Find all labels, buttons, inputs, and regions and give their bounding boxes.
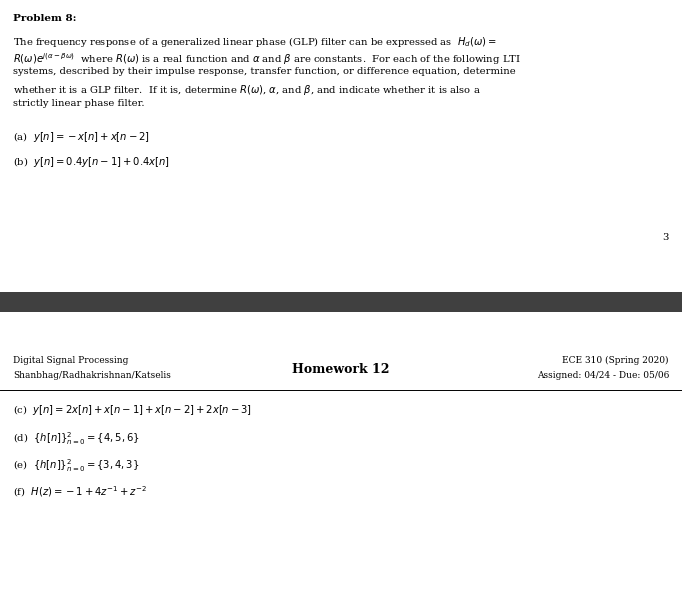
Text: Homework 12: Homework 12 — [293, 363, 389, 376]
Text: (d)  $\{h[n]\}_{n=0}^{2} = \{4, 5, 6\}$: (d) $\{h[n]\}_{n=0}^{2} = \{4, 5, 6\}$ — [13, 430, 140, 447]
Text: Digital Signal Processing: Digital Signal Processing — [13, 356, 128, 365]
Text: systems, described by their impulse response, transfer function, or difference e: systems, described by their impulse resp… — [13, 67, 516, 76]
Text: The frequency response of a generalized linear phase (GLP) filter can be express: The frequency response of a generalized … — [13, 35, 497, 49]
Text: ECE 310 (Spring 2020): ECE 310 (Spring 2020) — [563, 356, 669, 365]
Text: (c)  $y[n] = 2x[n] + x[n-1] + x[n-2] + 2x[n-3]$: (c) $y[n] = 2x[n] + x[n-1] + x[n-2] + 2x… — [13, 403, 252, 417]
Text: (f)  $H(z) = -1 + 4z^{-1} + z^{-2}$: (f) $H(z) = -1 + 4z^{-1} + z^{-2}$ — [13, 484, 147, 499]
Text: Assigned: 04/24 - Due: 05/06: Assigned: 04/24 - Due: 05/06 — [537, 371, 669, 380]
Text: strictly linear phase filter.: strictly linear phase filter. — [13, 99, 145, 108]
Text: (e)  $\{h[n]\}_{n=0}^{2} = \{3, 4, 3\}$: (e) $\{h[n]\}_{n=0}^{2} = \{3, 4, 3\}$ — [13, 457, 139, 474]
Text: $R(\omega)e^{j(\alpha-\beta\omega)}$  where $R(\omega)$ is a real function and $: $R(\omega)e^{j(\alpha-\beta\omega)}$ whe… — [13, 51, 521, 67]
Text: (b)  $y[n] = 0.4y[n-1] + 0.4x[n]$: (b) $y[n] = 0.4y[n-1] + 0.4x[n]$ — [13, 155, 170, 169]
Text: 3: 3 — [663, 233, 669, 242]
Text: Shanbhag/Radhakrishnan/Katselis: Shanbhag/Radhakrishnan/Katselis — [13, 371, 171, 380]
Bar — [0, 292, 682, 312]
Text: whether it is a GLP filter.  If it is, determine $R(\omega)$, $\alpha$, and $\be: whether it is a GLP filter. If it is, de… — [13, 83, 481, 97]
Text: (a)  $y[n] = -x[n] + x[n-2]$: (a) $y[n] = -x[n] + x[n-2]$ — [13, 130, 150, 144]
Text: Problem 8:: Problem 8: — [13, 14, 76, 23]
